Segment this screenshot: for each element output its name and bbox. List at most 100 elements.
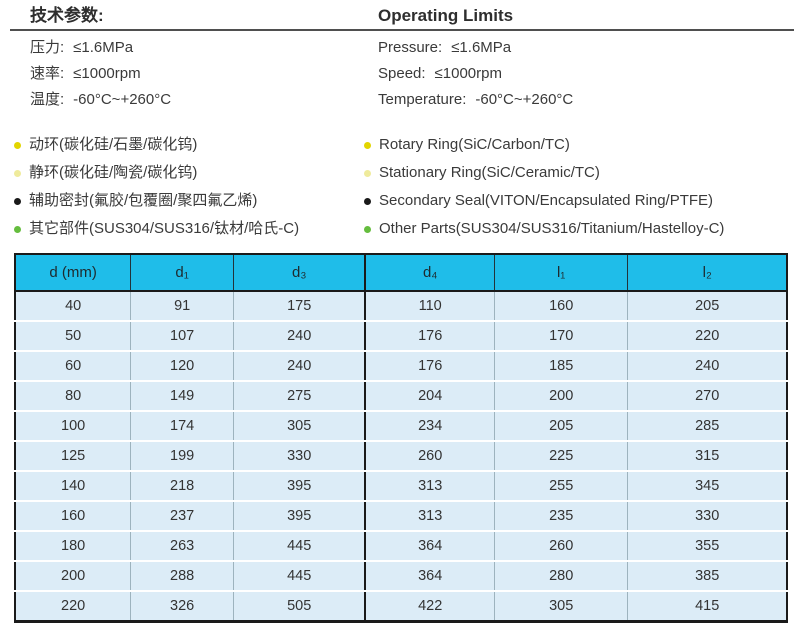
bullet-icon bbox=[14, 141, 21, 149]
spec-value: ≤1.6MPa bbox=[451, 39, 512, 56]
table-header-cell-d: d (mm) bbox=[15, 254, 132, 291]
material-text: Stationary Ring(SiC/Ceramic/TC) bbox=[379, 164, 600, 181]
table-row: 220 326 505 422 305 415 bbox=[15, 591, 787, 622]
table-cell: 174 bbox=[130, 411, 234, 442]
table-cell: 185 bbox=[494, 351, 629, 382]
table-cell: 330 bbox=[233, 441, 367, 472]
table-body: 40 91 175 110 160 205 50 107 240 176 170 220 60 120 24… bbox=[15, 291, 787, 622]
table-row: 160 237 395 313 235 330 bbox=[15, 501, 787, 532]
specs-row: 压力: ≤1.6MPa 速率: ≤1000rpm 温度: -60°C~+260°C P… bbox=[0, 35, 800, 113]
material-item-secondary-en: Secondary Seal(VITON/Encapsulated Ring/P… bbox=[364, 187, 800, 215]
table-cell: 280 bbox=[494, 561, 629, 592]
spec-value: ≤1.6MPa bbox=[73, 39, 134, 56]
table-cell: 91 bbox=[130, 291, 234, 322]
table-cell: 305 bbox=[494, 591, 629, 622]
table-row: 80 149 275 204 200 270 bbox=[15, 381, 787, 412]
spec-speed-zh: 速率: ≤1000rpm bbox=[30, 61, 364, 87]
table-header-cell-d1: d₁ bbox=[130, 254, 234, 291]
spec-value: -60°C~+260°C bbox=[73, 91, 172, 108]
table-cell: 225 bbox=[494, 441, 629, 472]
materials-row: 动环(碳化硅/石墨/碳化钨) 静环(碳化硅/陶瓷/碳化钨) 辅助密封(氟胶/包覆… bbox=[0, 131, 800, 243]
table-cell: 505 bbox=[233, 591, 367, 622]
material-text: 辅助密封(氟胶/包覆圈/聚四氟乙烯) bbox=[29, 192, 258, 209]
spec-value: ≤1000rpm bbox=[73, 65, 141, 82]
table-cell: 149 bbox=[130, 381, 234, 412]
table-cell: 313 bbox=[365, 501, 495, 532]
table-cell: 204 bbox=[365, 381, 495, 412]
bullet-icon bbox=[14, 197, 21, 205]
table-header-row: d (mm) d₁ d₃ d₄ l₁ l₂ bbox=[15, 254, 787, 291]
spec-label: 速率: bbox=[30, 65, 65, 82]
table-cell: 315 bbox=[627, 441, 787, 472]
spec-speed-en: Speed: ≤1000rpm bbox=[378, 61, 800, 87]
material-text: Rotary Ring(SiC/Carbon/TC) bbox=[379, 136, 570, 153]
title-divider bbox=[10, 29, 794, 31]
table-header-cell-l1: l₁ bbox=[494, 254, 629, 291]
material-text: Other Parts(SUS304/SUS316/Titanium/Haste… bbox=[379, 220, 725, 237]
table-cell: 235 bbox=[494, 501, 629, 532]
table-cell: 234 bbox=[365, 411, 495, 442]
table-header-cell-l2: l₂ bbox=[702, 264, 712, 281]
table-cell: 288 bbox=[130, 561, 234, 592]
bullet-icon bbox=[364, 225, 371, 233]
table-row: 180 263 445 364 260 355 bbox=[15, 531, 787, 562]
table-cell: 260 bbox=[365, 441, 495, 472]
table-cell: 176 bbox=[365, 321, 495, 352]
spec-pressure-zh: 压力: ≤1.6MPa bbox=[30, 35, 364, 61]
table-cell: 60 bbox=[15, 351, 132, 382]
bullet-icon bbox=[14, 225, 21, 233]
table-cell: 100 bbox=[15, 411, 132, 442]
title-en: Operating Limits bbox=[378, 6, 514, 25]
material-item-stationary-zh: 静环(碳化硅/陶瓷/碳化钨) bbox=[14, 159, 350, 187]
specs-zh: 压力: ≤1.6MPa 速率: ≤1000rpm 温度: -60°C~+260°C bbox=[0, 35, 364, 113]
bullet-icon bbox=[364, 197, 371, 205]
table-cell: 218 bbox=[130, 471, 234, 502]
table-cell: 199 bbox=[130, 441, 234, 472]
material-text: 其它部件(SUS304/SUS316/钛材/哈氏-C) bbox=[29, 220, 300, 237]
table-cell: 40 bbox=[15, 291, 132, 322]
bullet-icon bbox=[364, 169, 371, 177]
table-cell: 107 bbox=[130, 321, 234, 352]
spec-temperature-zh: 温度: -60°C~+260°C bbox=[30, 87, 364, 113]
table-cell: 80 bbox=[15, 381, 132, 412]
table-cell: 445 bbox=[233, 531, 367, 562]
material-item-other-zh: 其它部件(SUS304/SUS316/钛材/哈氏-C) bbox=[14, 215, 350, 243]
spec-label: 温度: bbox=[30, 91, 65, 108]
material-item-secondary-zh: 辅助密封(氟胶/包覆圈/聚四氟乙烯) bbox=[14, 187, 350, 215]
dimensions-table: d (mm) d₁ d₃ d₄ l₁ l₂ 40 91 175 110 160 205 50… bbox=[14, 253, 788, 623]
table-cell: 305 bbox=[233, 411, 367, 442]
table-cell: 125 bbox=[15, 441, 132, 472]
table-row: 125 199 330 260 225 315 bbox=[15, 441, 787, 472]
table-cell: 445 bbox=[233, 561, 367, 592]
material-item-other-en: Other Parts(SUS304/SUS316/Titanium/Haste… bbox=[364, 215, 800, 243]
table-cell: 205 bbox=[627, 291, 787, 322]
table-cell: 275 bbox=[233, 381, 367, 412]
spec-label: Pressure: bbox=[378, 39, 443, 56]
datasheet-page: 技术参数: Operating Limits 压力: ≤1.6MPa 速率: ≤10… bbox=[0, 6, 800, 623]
table-cell: 326 bbox=[130, 591, 234, 622]
table-cell: 364 bbox=[365, 561, 495, 592]
material-text: 动环(碳化硅/石墨/碳化钨) bbox=[29, 136, 198, 153]
spec-label: Temperature: bbox=[378, 91, 467, 108]
table-row: 140 218 395 313 255 345 bbox=[15, 471, 787, 502]
table-cell: 240 bbox=[233, 351, 367, 382]
table-cell: 200 bbox=[15, 561, 132, 592]
table-row: 40 91 175 110 160 205 bbox=[15, 291, 787, 322]
table-cell: 200 bbox=[494, 381, 629, 412]
table-cell: 415 bbox=[695, 598, 720, 614]
table-cell: 260 bbox=[494, 531, 629, 562]
table-row: 50 107 240 176 170 220 bbox=[15, 321, 787, 352]
title-zh: 技术参数: bbox=[30, 6, 104, 25]
table-cell: 140 bbox=[15, 471, 132, 502]
table-cell: 205 bbox=[494, 411, 629, 442]
material-text: Secondary Seal(VITON/Encapsulated Ring/P… bbox=[379, 192, 714, 209]
table-cell: 176 bbox=[365, 351, 495, 382]
table-row: 200 288 445 364 280 385 bbox=[15, 561, 787, 592]
bullet-icon bbox=[14, 169, 21, 177]
table-cell: 345 bbox=[627, 471, 787, 502]
material-text: 静环(碳化硅/陶瓷/碳化钨) bbox=[29, 164, 198, 181]
spec-value: ≤1000rpm bbox=[434, 65, 502, 82]
table-cell: 110 bbox=[365, 291, 495, 322]
table-cell: 220 bbox=[627, 321, 787, 352]
table-cell: 285 bbox=[627, 411, 787, 442]
